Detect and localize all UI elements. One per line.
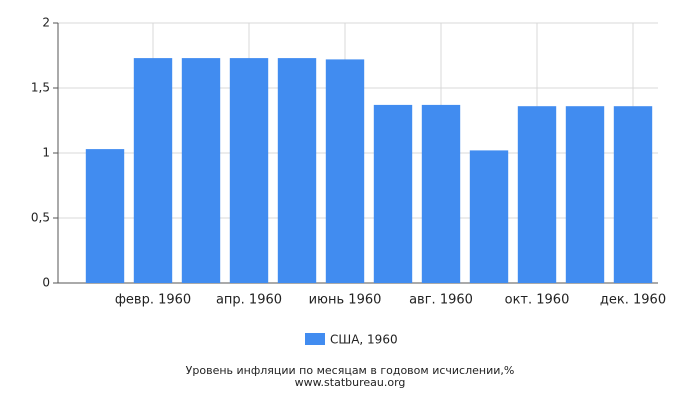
bar bbox=[421, 104, 461, 284]
bar bbox=[517, 106, 557, 283]
x-tick-label: июнь 1960 bbox=[309, 293, 382, 308]
bar bbox=[133, 58, 173, 283]
chart-title: Уровень инфляции по месяцам в годовом ис… bbox=[186, 364, 515, 377]
y-tick-label: 1 bbox=[42, 146, 50, 160]
x-tick-label: окт. 1960 bbox=[505, 293, 570, 308]
y-tick-label: 0,5 bbox=[31, 211, 50, 225]
chart-source: www.statbureau.org bbox=[295, 376, 406, 389]
bar bbox=[469, 150, 509, 283]
legend-label: США, 1960 bbox=[330, 333, 398, 347]
y-tick-label: 2 bbox=[42, 16, 50, 30]
x-tick-label: февр. 1960 bbox=[115, 293, 191, 308]
bar bbox=[373, 104, 413, 284]
x-tick-label: апр. 1960 bbox=[216, 293, 282, 308]
bar bbox=[565, 106, 605, 283]
bar bbox=[181, 58, 221, 283]
bar bbox=[325, 59, 365, 284]
y-tick-label: 0 bbox=[42, 276, 50, 290]
bar bbox=[85, 149, 125, 283]
x-tick-label: дек. 1960 bbox=[600, 293, 666, 308]
bar bbox=[229, 58, 269, 283]
legend-swatch bbox=[305, 333, 325, 345]
bar bbox=[277, 58, 317, 283]
y-tick-label: 1,5 bbox=[31, 81, 50, 95]
x-tick-label: авг. 1960 bbox=[409, 293, 473, 308]
bar bbox=[613, 106, 653, 283]
